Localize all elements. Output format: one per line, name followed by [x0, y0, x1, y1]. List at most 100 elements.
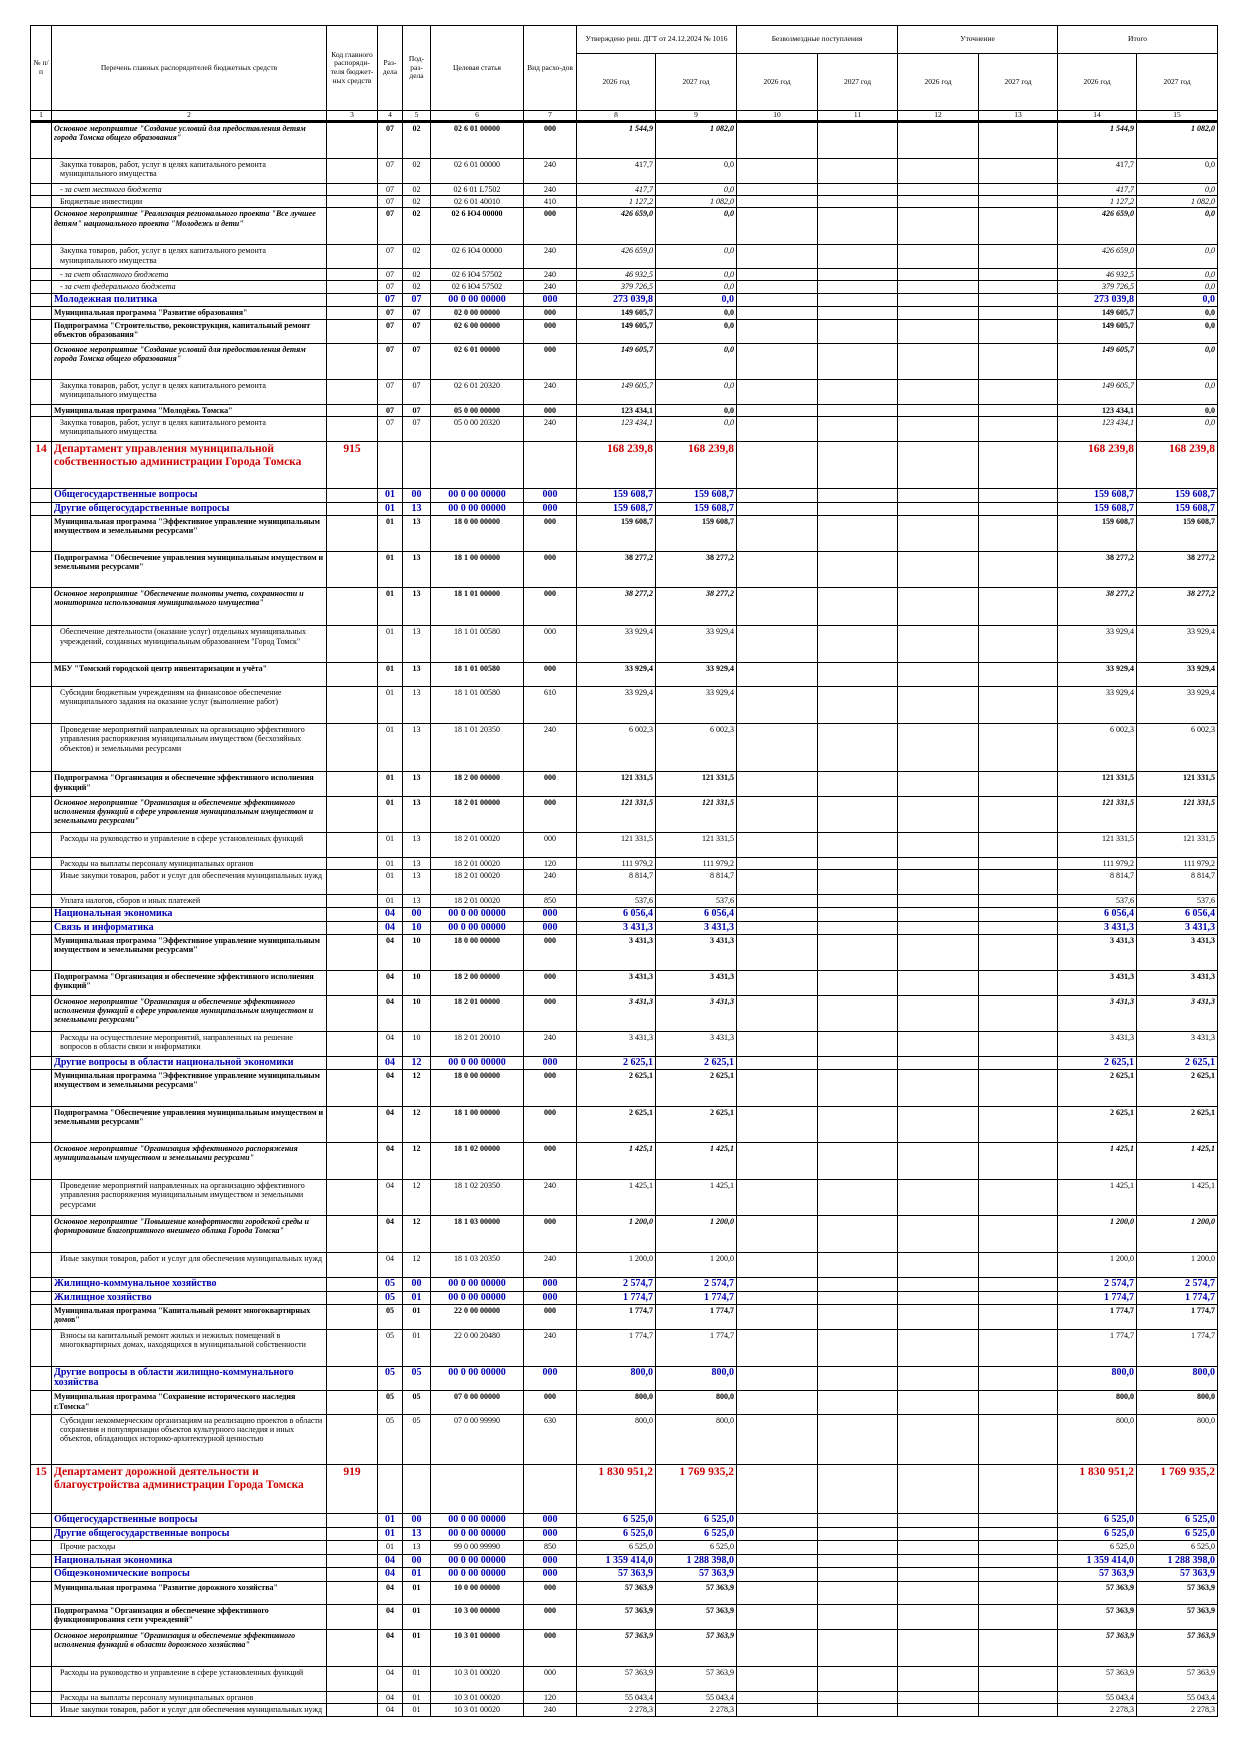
cell: 18 2 01 00020: [430, 832, 524, 858]
cell: Муниципальная программа "Эффективное упр…: [51, 515, 327, 553]
cell: 240: [523, 1702, 577, 1718]
cell: 57 363,9: [1136, 1604, 1219, 1630]
table-row: Связь и информатика 04 10 00 0 00 00000 000 3…: [30, 920, 1219, 936]
cell: 3 431,3: [1057, 934, 1138, 972]
cell: 123 434,1: [576, 403, 656, 418]
cell: 0,0: [1136, 280, 1219, 294]
cell: 000: [523, 1513, 577, 1528]
cell: 1 082,0: [654, 120, 738, 160]
table-row: Основное мероприятие "Создание условий д…: [30, 120, 1219, 160]
empty-cell: [817, 1365, 899, 1392]
empty-cell: [978, 551, 1059, 589]
table-row: Другие вопросы в области национальной эк…: [30, 1055, 1219, 1071]
cell: 3 431,3: [1057, 920, 1138, 936]
cell: 01: [377, 662, 403, 688]
cell: 915: [326, 440, 378, 490]
empty-cell: [736, 1252, 819, 1279]
cell: 159 608,7: [576, 501, 656, 517]
cell: 00: [402, 1513, 431, 1528]
empty-cell: [978, 625, 1059, 664]
cell: 10 3 00 00000: [430, 1604, 524, 1630]
cell: 07: [402, 403, 431, 418]
empty-cell: [817, 856, 899, 870]
table-row: Муниципальная программа "Развитие образо…: [30, 306, 1219, 320]
empty-cell: [897, 1055, 980, 1071]
empty-cell: [326, 551, 378, 589]
cell: 13: [402, 868, 431, 895]
cell: 1 769 935,2: [1136, 1463, 1219, 1515]
cell: 111 979,2: [1136, 856, 1219, 870]
cell: 149 605,7: [576, 306, 656, 320]
cell: 02: [402, 207, 431, 246]
cell: 240: [523, 1252, 577, 1279]
table-row: - за счет областного бюджета 07 02 02 6 Ю4 …: [30, 268, 1219, 282]
cell: 1 830 951,2: [576, 1463, 656, 1515]
column-number: 6: [430, 110, 524, 123]
cell: 1 288 398,0: [1136, 1553, 1219, 1569]
cell: 6 002,3: [654, 723, 738, 773]
cell: 02: [402, 244, 431, 270]
cell: 01: [402, 1290, 431, 1305]
cell: 04: [377, 1252, 403, 1279]
empty-cell: [326, 1055, 378, 1071]
cell: 57 363,9: [1057, 1604, 1138, 1630]
cell: 0,0: [1136, 182, 1219, 197]
cell: 07: [377, 182, 403, 197]
empty-cell: [736, 994, 819, 1032]
cell: 07: [377, 120, 403, 160]
cell: 01: [377, 723, 403, 773]
empty-cell: [978, 379, 1059, 405]
empty-cell: [897, 1142, 980, 1181]
cell: 537,6: [1057, 893, 1138, 909]
cell: Основное мероприятие "Обеспечение полнот…: [51, 587, 327, 627]
empty-cell: [736, 280, 819, 294]
cell: 3 431,3: [654, 934, 738, 972]
cell: 57 363,9: [654, 1567, 738, 1582]
cell: 0,0: [654, 158, 738, 184]
cell: 05: [377, 1328, 403, 1367]
empty-cell: [978, 1567, 1059, 1582]
cell: 800,0: [1136, 1365, 1219, 1392]
column-number: 10: [736, 110, 819, 123]
empty-cell: [978, 893, 1059, 909]
empty-cell: [897, 551, 980, 589]
cell: 000: [523, 1567, 577, 1582]
cell: 00 0 00 00000: [430, 1567, 524, 1582]
column-number: 1: [30, 110, 52, 123]
empty-cell: [30, 120, 52, 160]
empty-cell: [30, 994, 52, 1032]
cell: 2 625,1: [1136, 1055, 1219, 1071]
empty-cell: [326, 1665, 378, 1692]
table-row: - за счет местного бюджета 07 02 02 6 01 L7…: [30, 182, 1219, 197]
cell: 02 6 Ю4 00000: [430, 207, 524, 246]
empty-cell: [817, 832, 899, 858]
empty-cell: [817, 416, 899, 442]
empty-cell: [736, 1277, 819, 1292]
empty-cell: [978, 1513, 1059, 1528]
cell: 99 0 00 99990: [430, 1540, 524, 1555]
cell: Муниципальная программа "Эффективное упр…: [51, 1069, 327, 1108]
cell: 01: [377, 501, 403, 517]
cell: 01: [402, 1690, 431, 1704]
cell: 01: [377, 587, 403, 627]
empty-cell: [897, 501, 980, 517]
cell: 02 6 Ю4 57502: [430, 280, 524, 294]
empty-cell: [978, 1030, 1059, 1057]
empty-cell: [817, 868, 899, 895]
empty-cell: [326, 1567, 378, 1582]
cell: 1 200,0: [576, 1215, 656, 1254]
empty-cell: [326, 1304, 378, 1330]
empty-cell: [897, 796, 980, 834]
cell: 00: [402, 488, 431, 503]
cell: 10 3 01 00020: [430, 1702, 524, 1718]
empty-cell: [736, 1030, 819, 1057]
cell: 1 200,0: [576, 1252, 656, 1279]
column-number: 7: [523, 110, 577, 123]
cell: 38 277,2: [576, 551, 656, 589]
cell: 38 277,2: [1057, 551, 1138, 589]
cell: 240: [523, 158, 577, 184]
empty-cell: [897, 195, 980, 209]
empty-cell: [326, 796, 378, 834]
cell: 00 0 00 00000: [430, 501, 524, 517]
empty-cell: [978, 1277, 1059, 1292]
